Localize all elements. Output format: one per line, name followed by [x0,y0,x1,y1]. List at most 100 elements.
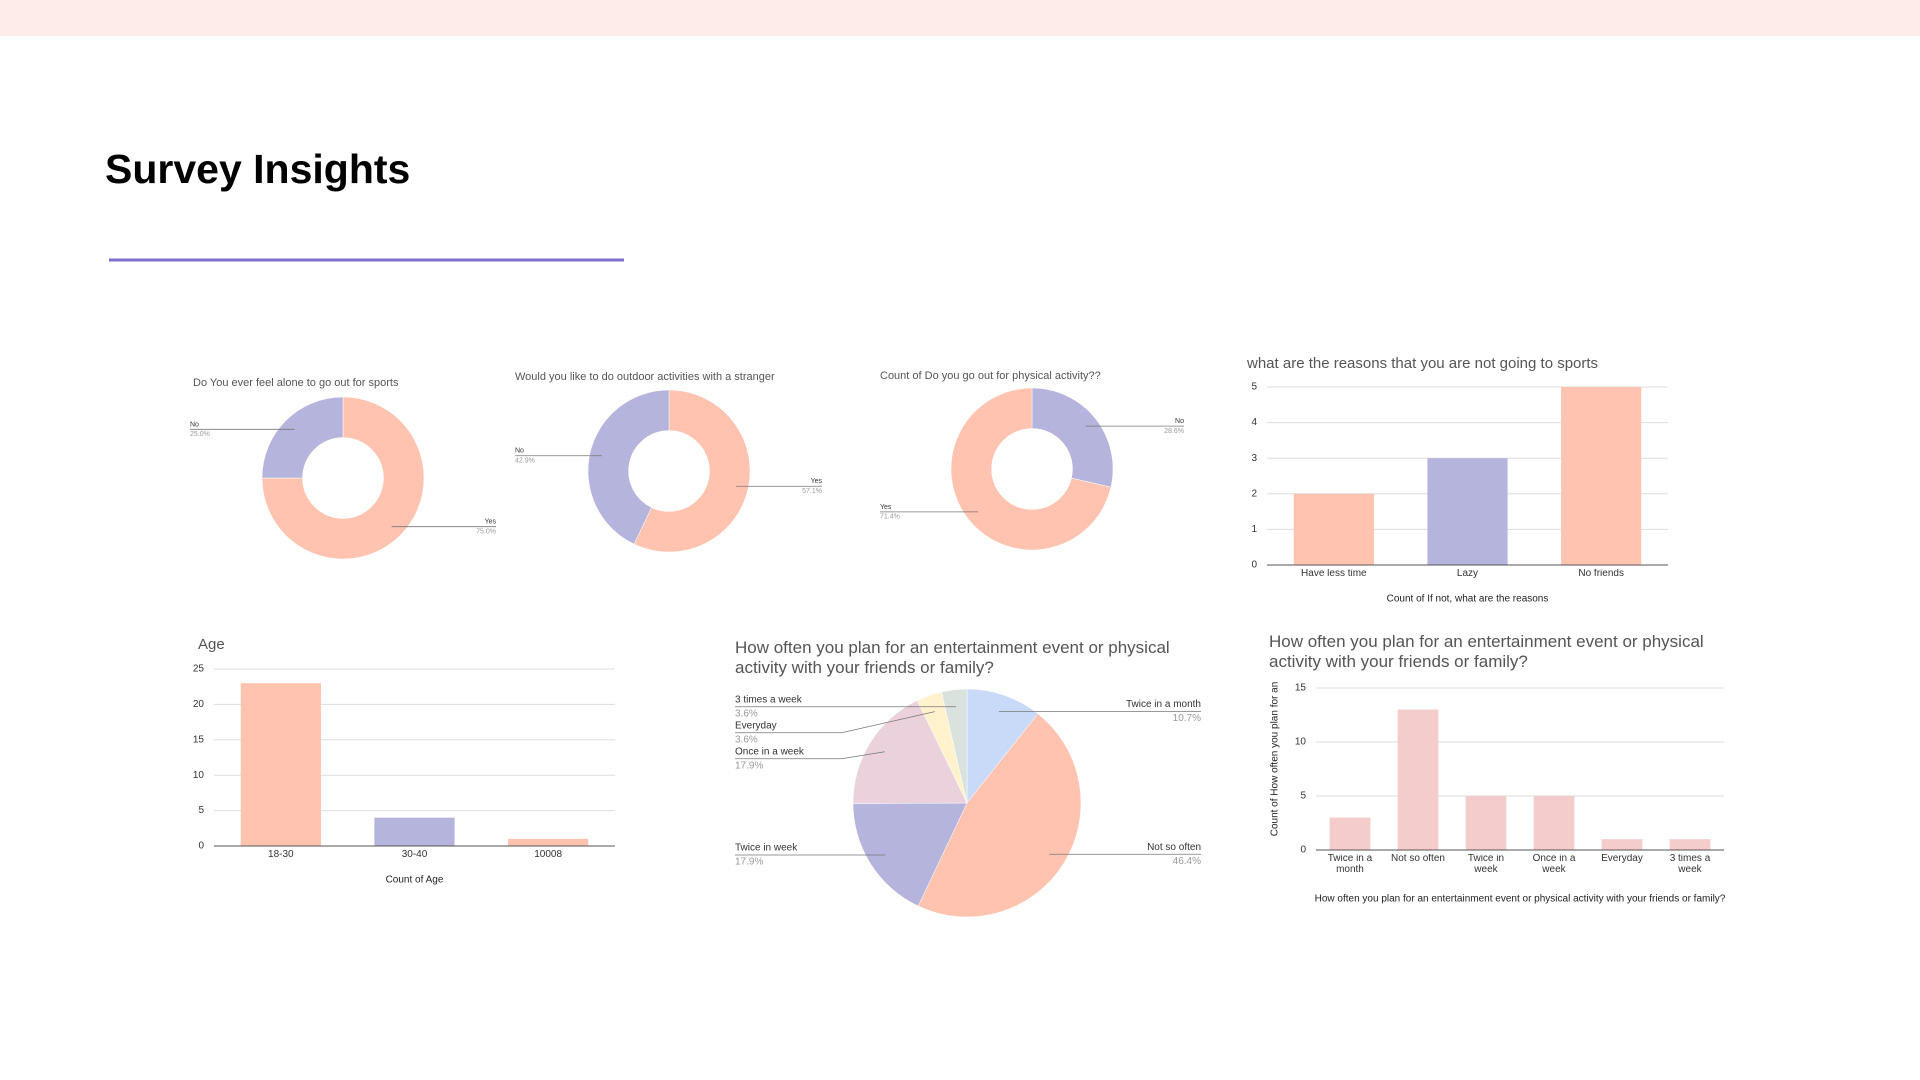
slice-value: 3.6% [735,734,758,745]
x-tick-label-box: Twice in a month [1327,854,1373,875]
slice [1031,387,1114,488]
y-tick-label: 0 [198,841,204,852]
y-tick-label: 15 [1295,683,1307,694]
x-tick-label-box: Everyday [1601,854,1643,864]
chart-title: Do You ever feel alone to go out for spo… [193,377,399,389]
x-tick-label: No friends [1578,569,1624,579]
slice-label: Once in a week [735,746,805,757]
y-tick-label: 5 [198,805,204,816]
x-tick-label: Everyday [1601,854,1643,864]
bar [1533,796,1575,850]
slice-value: 10.7% [1173,713,1201,724]
slice [941,688,968,804]
slice [852,700,968,804]
slice-value: 71.4% [880,514,900,521]
slice-label: No [190,421,199,428]
x-tick-label: Not so often [1391,854,1445,864]
slice-value: 75.0% [476,528,496,535]
chart-title-box: How often you plan for an entertainment … [1269,632,1704,671]
bar [1669,839,1711,850]
bar [1293,493,1374,565]
x-tick-label: Once in a week [1532,854,1576,875]
slice-value: 25.0% [190,431,210,438]
slice [261,396,344,479]
bar [1465,796,1507,850]
slice-value: 46.4% [1173,856,1201,867]
chart-title: Would you like to do outdoor activities … [515,371,775,383]
chart-title: How often you plan for an entertainment … [735,638,1170,677]
x-tick-label-box: 18-30 [268,850,294,860]
slice-label: 3 times a week [735,694,803,705]
slice-label: Yes [485,519,497,526]
chart-title-box: How often you plan for an entertainment … [735,638,1170,677]
slice-value: 17.9% [735,857,763,868]
slice [261,396,425,560]
y-tick-label: 1 [1251,524,1257,535]
y-tick-label: 0 [1300,845,1306,856]
x-tick-label: 30-40 [401,850,428,860]
bar [374,817,455,846]
y-tick-label: 25 [193,664,205,675]
y-tick-label: 0 [1251,560,1257,571]
x-tick-label: Have less time [1301,569,1367,579]
slice-value: 17.9% [735,760,763,771]
bar [1329,817,1371,850]
y-tick-label: 10 [1295,737,1307,748]
slice [950,387,1112,551]
y-axis-label: Count of How often you plan for an [1270,682,1281,837]
y-tick-label: 10 [193,770,205,781]
slide-title: Survey Insights [105,146,410,192]
x-tick-label: 3 times a week [1669,854,1711,875]
y-tick-label: 2 [1251,488,1257,499]
x-tick-label-box: No friends [1578,569,1624,579]
bar [508,838,589,846]
slice [917,713,1082,918]
slice-value: 3.6% [735,708,758,719]
x-tick-label-box: Not so often [1391,854,1445,864]
bar [240,683,321,846]
bar [1601,839,1643,850]
bar [1397,709,1439,850]
slice-label: Twice in week [735,843,798,854]
slice-value: 57.1% [802,488,822,495]
slice-label: Not so often [1147,842,1201,853]
slice [587,389,670,545]
bar [1561,387,1642,565]
top-band [0,0,1920,36]
x-tick-label-box: Lazy [1456,569,1479,579]
chart-title: what are the reasons that you are not go… [1246,355,1598,372]
chart-title: Count of Do you go out for physical acti… [880,370,1101,382]
slice-label: Yes [811,478,823,485]
slice-label: Yes [880,504,892,511]
x-tick-label-box: Twice in week [1468,854,1504,874]
x-axis-label: Count of If not, what are the reasons [1387,594,1549,605]
y-tick-label: 15 [193,734,205,745]
x-tick-label: Twice in a month [1327,854,1373,875]
leader-line [735,711,935,734]
x-tick-label-box: Have less time [1301,569,1367,579]
x-tick-label: Lazy [1456,569,1479,579]
x-tick-label: 10008 [534,850,563,860]
x-tick-label-box: 3 times a week [1669,854,1711,875]
slice-label: Twice in a month [1126,699,1201,710]
slice-value: 42.9% [515,458,535,465]
y-tick-label: 4 [1251,417,1257,428]
x-axis-label: Count of Age [386,875,444,886]
slice [852,802,968,907]
y-tick-label: 20 [193,699,205,710]
slice-label: No [1175,418,1184,425]
x-tick-label-box: 30-40 [401,850,428,860]
chart-title: How often you plan for an entertainment … [1269,632,1704,671]
bar [1427,458,1508,565]
slice-value: 28.6% [1164,428,1184,435]
slice-label: Everyday [735,720,777,731]
y-tick-label: 3 [1251,453,1257,464]
x-tick-label: 18-30 [268,850,294,860]
x-tick-label-box: Once in a week [1532,854,1576,875]
y-tick-label: 5 [1251,382,1257,393]
leader-line [735,751,885,760]
x-axis-label: How often you plan for an entertainment … [1315,894,1726,905]
x-tick-label-box: 10008 [534,850,563,860]
